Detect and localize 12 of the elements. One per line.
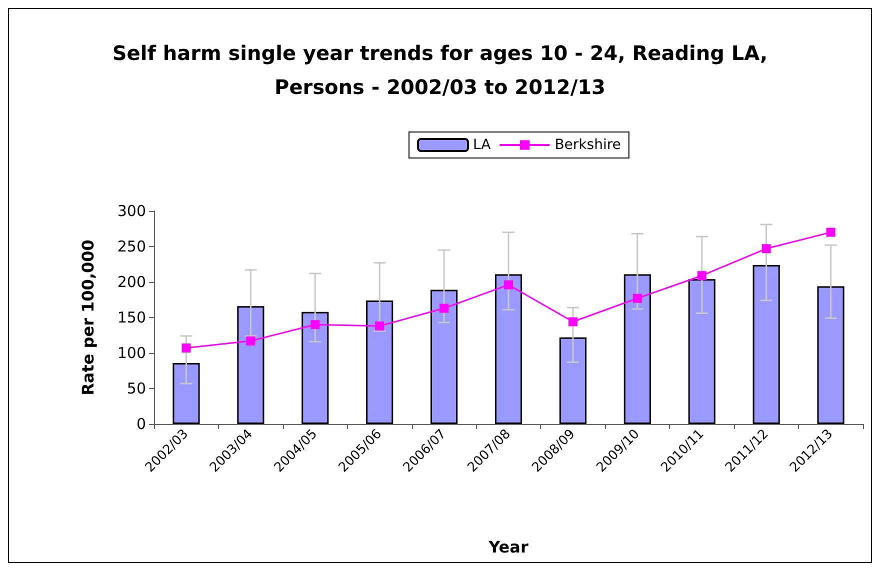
y-tick-label: 200: [117, 273, 146, 291]
chart-title: Self harm single year trends for ages 10 - 24, Reading LA, Persons - 2002/03 to 2012/13: [112, 41, 768, 99]
x-axis-title: Year: [488, 538, 528, 556]
y-tick-label: 300: [117, 202, 146, 220]
legend-label: LA: [473, 137, 492, 153]
y-tick-label: 250: [117, 238, 146, 256]
y-tick-label: 50: [126, 380, 146, 398]
y-tick-label: 0: [136, 415, 146, 433]
y-tick-label: 100: [117, 344, 146, 362]
legend-label: Berkshire: [554, 137, 621, 153]
y-axis-title: Rate per 100,000: [78, 240, 98, 396]
y-tick-label: 150: [117, 308, 146, 326]
